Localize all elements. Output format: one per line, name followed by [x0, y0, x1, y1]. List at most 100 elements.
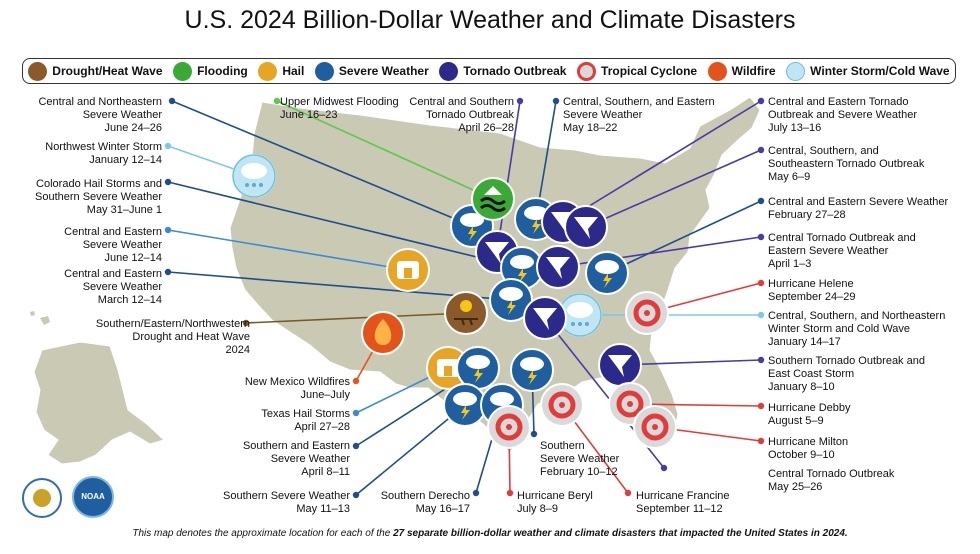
- leader-dot: [757, 97, 765, 105]
- leader-dot: [757, 356, 765, 364]
- marker-severe[interactable]: [489, 278, 533, 322]
- leader-dot: [472, 489, 480, 497]
- marker-drought[interactable]: [444, 291, 488, 335]
- leader-dot: [352, 409, 360, 417]
- event-date: May 25–26: [768, 481, 823, 493]
- event-label: Central, Southern, and Eastern Severe We…: [563, 96, 715, 135]
- flooding-icon: [173, 61, 193, 81]
- leader-dot: [552, 97, 560, 105]
- marker-severe[interactable]: [443, 383, 487, 427]
- event-label: Colorado Hail Storms and Southern Severe…: [35, 178, 162, 217]
- leader-dot: [757, 402, 765, 410]
- event-name: Southern Severe Weather: [540, 440, 620, 465]
- leader-line: [496, 100, 521, 253]
- wildfire-icon: [707, 61, 727, 81]
- event-date: July 8–9: [517, 503, 558, 515]
- event-date: January 8–10: [768, 381, 835, 393]
- event-name: Central Tornado Outbreak: [768, 468, 895, 480]
- event-label: New Mexico Wildfires June–July: [245, 376, 350, 402]
- event-label: Southern Tornado Outbreak and East Coast…: [768, 355, 925, 394]
- marker-hail[interactable]: [386, 248, 430, 292]
- leader-dot: [168, 97, 176, 105]
- alaska-shape: [33, 341, 165, 465]
- event-name: Hurricane Helene: [768, 278, 854, 290]
- leader-dot: [506, 489, 514, 497]
- event-name: Central and Eastern Severe Weather: [64, 268, 162, 293]
- leader-line: [167, 181, 523, 269]
- event-label: Upper Midwest Flooding June 16–23: [280, 96, 399, 122]
- legend-label: Drought/Heat Wave: [52, 64, 163, 78]
- marker-severe[interactable]: [585, 251, 629, 295]
- event-date: May 31–June 1: [86, 204, 162, 216]
- event-label: Central Tornado Outbreak and Eastern Sev…: [768, 232, 916, 271]
- event-label: Southern Derecho May 16–17: [381, 490, 470, 516]
- event-date: May 18–22: [563, 122, 618, 134]
- event-name: Southern Severe Weather: [223, 490, 350, 502]
- event-label: Central and Eastern Severe Weather March …: [64, 268, 162, 307]
- leader-dot: [757, 311, 765, 319]
- event-name: Southern/Eastern/Northwestern Drought an…: [95, 318, 250, 343]
- marker-cyclone[interactable]: [487, 405, 531, 449]
- leader-line: [355, 404, 466, 496]
- marker-cyclone[interactable]: [633, 405, 677, 449]
- event-label: Hurricane Helene September 24–29: [768, 278, 855, 304]
- event-name: Northwest Winter Storm: [45, 141, 162, 153]
- event-name: Hurricane Milton: [768, 436, 849, 448]
- event-name: Central, Southern, and Eastern Severe We…: [563, 96, 715, 121]
- leader-line: [171, 100, 473, 227]
- marker-wildfire[interactable]: [361, 311, 405, 355]
- leader-line: [245, 312, 467, 324]
- hawaii-shape: [30, 311, 50, 325]
- event-markers: [232, 154, 677, 449]
- marker-hail[interactable]: [426, 346, 470, 390]
- marker-winter[interactable]: [232, 154, 276, 198]
- event-label: Hurricane Milton October 9–10: [768, 436, 848, 462]
- event-name: Hurricane Debby: [768, 402, 851, 414]
- marker-cyclone[interactable]: [625, 291, 669, 335]
- marker-tornado[interactable]: [598, 343, 642, 387]
- legend-item-tornado: Tornado Outbreak: [439, 61, 567, 81]
- legend-item-winter-storm: Winter Storm/Cold Wave: [786, 61, 950, 81]
- event-label: Central, Southern, and Northeastern Wint…: [768, 310, 945, 349]
- marker-winter[interactable]: [558, 293, 602, 337]
- leader-dot: [164, 178, 172, 186]
- event-label: Central Tornado Outbreak May 25–26: [768, 468, 894, 494]
- leader-line: [606, 200, 762, 274]
- marker-severe[interactable]: [510, 348, 554, 392]
- event-label: Texas Hail Storms April 27–28: [261, 408, 350, 434]
- event-name: Colorado Hail Storms and Southern Severe…: [35, 178, 162, 203]
- leader-line: [167, 229, 409, 271]
- legend-label: Tornado Outbreak: [463, 64, 567, 78]
- marker-tornado[interactable]: [536, 245, 580, 289]
- drought-icon: [28, 61, 48, 81]
- event-label: Hurricane Francine September 11–12: [636, 490, 730, 516]
- event-date: May 6–9: [768, 171, 811, 183]
- marker-tornado[interactable]: [564, 205, 608, 249]
- winter-storm-icon: [786, 61, 806, 81]
- event-name: Central, Southern, and Northeastern Wint…: [768, 310, 946, 335]
- event-label: Southern Severe Weather May 11–13: [223, 490, 350, 516]
- leader-dot: [242, 319, 250, 327]
- event-date: January 14–17: [768, 336, 841, 348]
- event-label: Central and Eastern Severe Weather June 1…: [64, 226, 162, 265]
- marker-cyclone[interactable]: [540, 383, 584, 427]
- event-name: Central and Eastern Severe Weather: [64, 226, 162, 251]
- legend-item-tropical-cyclone: Tropical Cyclone: [577, 61, 697, 81]
- event-name: Central, Southern, and Southeastern Torn…: [768, 145, 925, 170]
- event-date: February 27–28: [768, 209, 846, 221]
- event-date: June 24–26: [104, 122, 163, 134]
- marker-tornado[interactable]: [523, 296, 567, 340]
- marker-severe[interactable]: [456, 346, 500, 390]
- leader-dot: [757, 197, 765, 205]
- event-name: Central and Southern Tornado Outbreak: [409, 96, 514, 121]
- leader-dot: [757, 233, 765, 241]
- event-label: Central and Eastern Tornado Outbreak and…: [768, 96, 917, 135]
- legend-label: Hail: [282, 64, 305, 78]
- marker-flood[interactable]: [471, 177, 515, 221]
- event-name: Southern and Eastern Severe Weather: [242, 440, 350, 465]
- event-date: September 11–12: [636, 503, 723, 515]
- event-label: Central and Eastern Severe Weather Februa…: [768, 196, 948, 222]
- event-label: Hurricane Beryl July 8–9: [517, 490, 593, 516]
- leader-dot: [352, 442, 360, 450]
- event-date: April 8–11: [301, 466, 350, 478]
